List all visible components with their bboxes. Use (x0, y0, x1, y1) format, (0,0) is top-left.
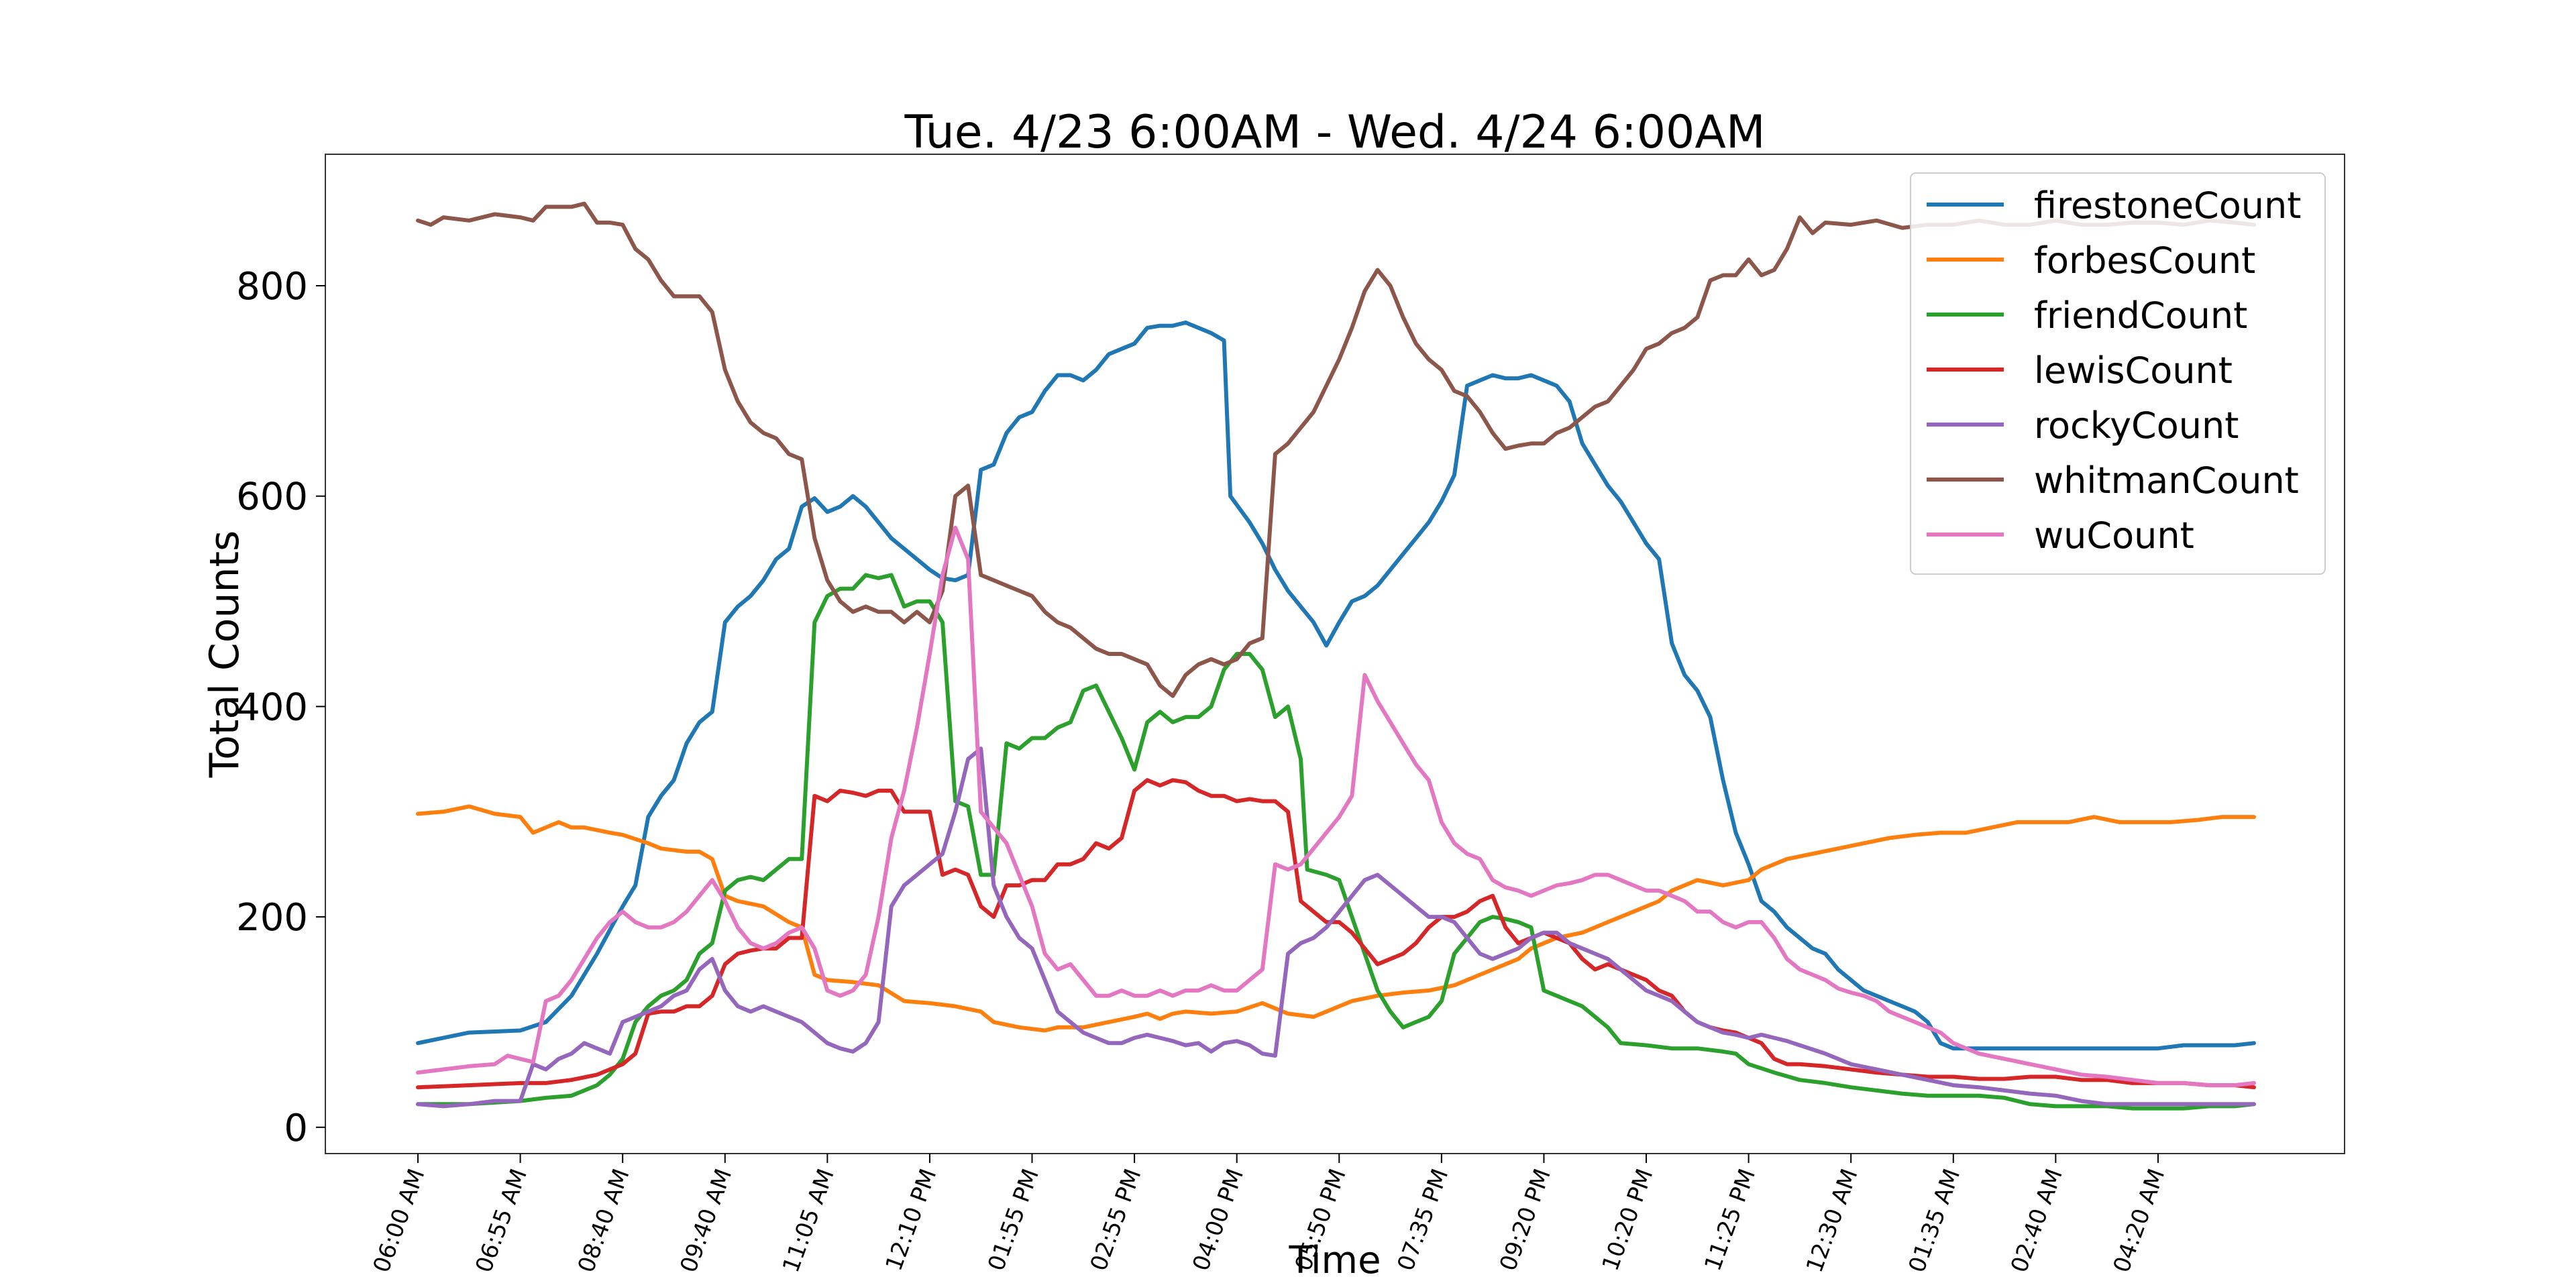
series-line-wuCount (416, 525, 2256, 1088)
legend-label-whitmanCount: whitmanCount (2034, 459, 2299, 502)
x-tick-label: 11:05 AM (777, 1165, 840, 1276)
legend-label-firestoneCount: firestoneCount (2034, 184, 2301, 227)
series-line-forbesCount (416, 804, 2256, 1033)
x-tick-label: 09:40 AM (675, 1165, 737, 1276)
x-tick-label: 09:20 PM (1495, 1165, 1556, 1274)
legend-label-wuCount: wuCount (2034, 514, 2194, 557)
series-line-lewisCount (416, 778, 2256, 1090)
x-tick-label: 10:20 PM (1597, 1165, 1659, 1274)
series-line-whitmanCount (416, 201, 2256, 698)
x-tick-label: 12:10 PM (881, 1165, 943, 1274)
x-tick-label: 04:00 PM (1187, 1165, 1249, 1274)
x-tick-label: 04:20 AM (2108, 1165, 2171, 1276)
chart-title: Tue. 4/23 6:00AM - Wed. 4/24 6:00AM (904, 106, 1765, 159)
series-line-rockyCount (416, 746, 2256, 1109)
series-layer (416, 201, 2256, 1111)
x-tick-label: 06:55 AM (470, 1165, 533, 1276)
legend-label-rockyCount: rockyCount (2034, 404, 2239, 447)
legend-label-lewisCount: lewisCount (2034, 349, 2233, 392)
y-tick-label: 200 (236, 896, 308, 940)
x-tick-label: 06:00 AM (368, 1165, 431, 1276)
legend: firestoneCount forbesCount friendCount lewi… (1910, 172, 2326, 575)
x-axis-label: Time (1288, 1239, 1381, 1281)
y-tick-label: 600 (236, 476, 308, 519)
y-axis: 0 200 400 600 800 (236, 265, 325, 1150)
legend-frame (1910, 172, 2326, 575)
y-tick-label: 0 (284, 1107, 308, 1150)
x-tick-label: 12:30 AM (1801, 1165, 1864, 1276)
series-line-firestoneCount (416, 320, 2256, 1051)
x-tick-label: 11:25 PM (1699, 1165, 1761, 1274)
x-tick-label: 02:55 PM (1085, 1165, 1147, 1274)
series-line-friendCount (416, 573, 2256, 1111)
x-tick-label: 08:40 AM (573, 1165, 635, 1276)
y-tick-label: 800 (236, 265, 308, 309)
y-axis-label: Total Counts (201, 531, 248, 779)
x-tick-label: 01:55 PM (983, 1165, 1044, 1274)
x-tick-label: 01:35 AM (1903, 1165, 1966, 1276)
plot-area-frame (325, 154, 2345, 1154)
x-tick-label: 02:40 AM (2006, 1165, 2068, 1276)
x-axis: 06:00 AM 06:55 AM 08:40 AM 09:40 AM 11:05 AM… (368, 1154, 2171, 1276)
x-tick-label: 07:35 PM (1392, 1165, 1454, 1274)
legend-label-forbesCount: forbesCount (2034, 239, 2255, 282)
legend-label-friendCount: friendCount (2034, 294, 2247, 337)
y-tick-label: 400 (236, 685, 308, 729)
